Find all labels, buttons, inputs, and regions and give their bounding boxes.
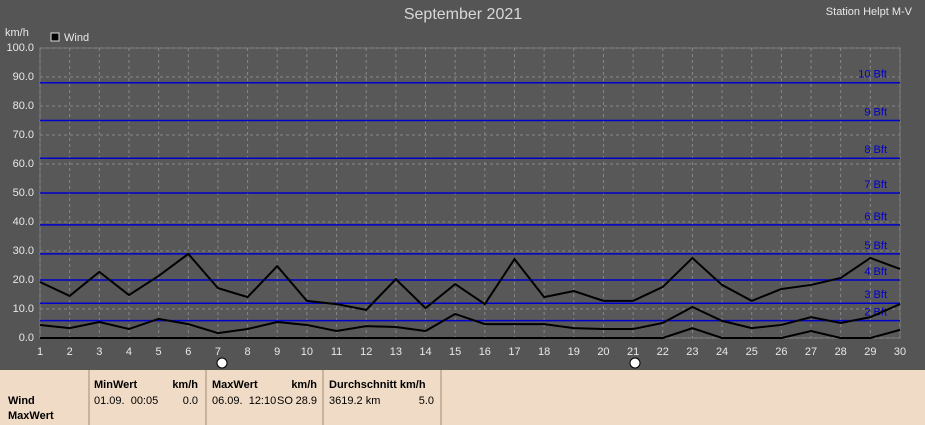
x-tick-label: 15	[449, 346, 461, 358]
marker	[216, 357, 228, 369]
value: 0.0	[182, 395, 198, 407]
header: MaxWert	[212, 379, 258, 391]
series-line	[39, 303, 901, 335]
row-label: MaxWert	[8, 410, 54, 422]
chart-subtitle: Station Helpt M-V	[826, 6, 913, 18]
reference-label: 6 Bft	[864, 211, 887, 223]
x-tick-label: 2	[67, 346, 73, 358]
reference-label: 3 Bft	[864, 289, 887, 301]
header: MinWert	[94, 379, 138, 391]
x-tick-label: 9	[274, 346, 280, 358]
y-tick-label: 50.0	[13, 187, 34, 199]
y-tick-label: 80.0	[13, 100, 34, 112]
x-tick-label: 21	[627, 346, 639, 358]
reference-label: 5 Bft	[864, 240, 887, 252]
y-tick-label: 60.0	[13, 158, 34, 170]
x-tick-label: 29	[864, 346, 876, 358]
value: 5.0	[418, 395, 434, 407]
distance: 3619.2 km	[329, 395, 381, 407]
x-tick-label: 26	[775, 346, 787, 358]
reference-label: 9 Bft	[864, 106, 887, 118]
unit: km/h	[291, 379, 317, 391]
x-tick-label: 8	[245, 346, 251, 358]
unit: km/h	[172, 379, 198, 391]
header: Durchschnitt km/h	[329, 379, 426, 391]
x-tick-label: 5	[156, 346, 162, 358]
marker	[629, 357, 641, 369]
separator	[88, 370, 90, 425]
y-tick-label: 100.0	[6, 42, 34, 54]
reference-label: 2 Bft	[864, 307, 887, 319]
row-label: Wind	[8, 395, 35, 407]
reference-label: 4 Bft	[864, 266, 887, 278]
value: 28.9	[295, 395, 317, 407]
separator	[205, 370, 207, 425]
y-tick-label: 90.0	[13, 71, 34, 83]
x-tick-label: 16	[479, 346, 491, 358]
reference-label: 10 Bft	[858, 69, 887, 81]
y-tick-label: 0.0	[19, 332, 34, 344]
x-tick-label: 3	[96, 346, 102, 358]
x-tick-label: 27	[805, 346, 817, 358]
direction: SO	[277, 395, 293, 407]
x-tick-label: 17	[508, 346, 520, 358]
x-tick-label: 14	[419, 346, 431, 358]
y-tick-label: 70.0	[13, 129, 34, 141]
time: 01.09. 00:05	[94, 395, 159, 407]
x-tick-label: 24	[716, 346, 728, 358]
x-tick-label: 1	[37, 346, 43, 358]
chart: September 2021 Station Helpt M-V km/h Wi…	[5, 5, 913, 369]
x-tick-label: 30	[894, 346, 906, 358]
separator	[322, 370, 324, 425]
x-tick-label: 20	[597, 346, 609, 358]
series-line	[39, 252, 901, 311]
legend-label: Wind	[64, 32, 89, 44]
y-tick-label: 40.0	[13, 216, 34, 228]
x-tick-label: 10	[301, 346, 313, 358]
x-tick-label: 11	[331, 346, 342, 358]
y-axis-label: km/h	[5, 27, 29, 39]
x-tick-label: 23	[686, 346, 698, 358]
y-tick-label: 10.0	[13, 303, 34, 315]
series-line	[40, 327, 901, 339]
reference-label: 7 Bft	[864, 179, 887, 191]
x-tick-label: 22	[657, 346, 669, 358]
time: 06.09. 12:10	[212, 395, 277, 407]
y-tick-label: 30.0	[13, 245, 34, 257]
summary-table: Wind MaxWert MinWert km/h 01.09. 00:05 0…	[0, 370, 925, 425]
chart-title: September 2021	[404, 6, 522, 23]
x-tick-label: 7	[215, 346, 221, 358]
x-tick-label: 6	[185, 346, 191, 358]
x-tick-label: 25	[746, 346, 758, 358]
reference-label: 8 Bft	[864, 144, 887, 156]
x-tick-label: 19	[568, 346, 580, 358]
x-tick-label: 18	[538, 346, 550, 358]
legend-swatch	[50, 32, 60, 42]
x-tick-label: 12	[360, 346, 372, 358]
x-tick-label: 13	[390, 346, 402, 358]
separator	[440, 370, 442, 425]
x-tick-label: 28	[835, 346, 847, 358]
y-tick-label: 20.0	[13, 274, 34, 286]
x-tick-label: 4	[126, 346, 132, 358]
